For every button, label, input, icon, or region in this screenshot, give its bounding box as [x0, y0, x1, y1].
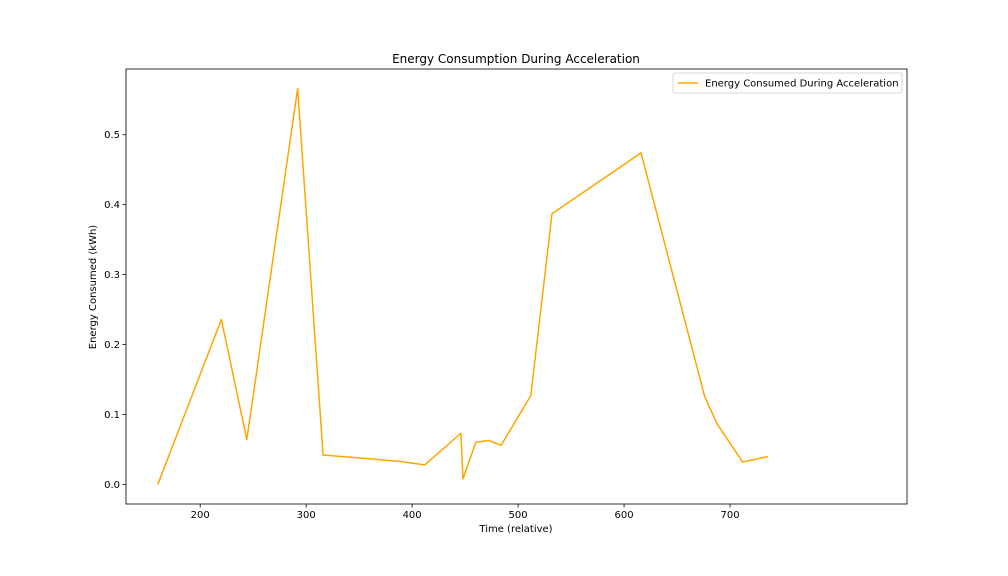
ticks: 200 300 400 500 600 700 0.0 0.1 0.2 0.3 0.4 0.5 — [104, 130, 739, 521]
x-axis-label: Time (relative) — [478, 524, 552, 535]
y-tick-label: 0.1 — [104, 410, 120, 421]
legend: Energy Consumed During Acceleration — [672, 72, 903, 94]
x-tick-label: 600 — [615, 510, 634, 521]
legend-box — [672, 72, 903, 94]
x-tick-label: 200 — [191, 510, 210, 521]
legend-label: Energy Consumed During Acceleration — [705, 79, 899, 90]
series-line — [157, 87, 769, 485]
y-tick-label: 0.0 — [104, 480, 120, 491]
chart-title: Energy Consumption During Acceleration — [392, 52, 640, 66]
x-tick-label: 500 — [509, 510, 528, 521]
y-tick-label: 0.5 — [104, 130, 120, 141]
x-tick-label: 700 — [720, 510, 739, 521]
y-tick-label: 0.4 — [104, 200, 120, 211]
plot-area-frame — [125, 68, 908, 505]
y-tick-label: 0.3 — [104, 270, 120, 281]
y-tick-label: 0.2 — [104, 340, 120, 351]
x-tick-label: 400 — [403, 510, 422, 521]
y-axis-label: Energy Consumed (kWh) — [88, 225, 99, 350]
x-tick-label: 300 — [297, 510, 316, 521]
series-layer — [157, 87, 769, 485]
